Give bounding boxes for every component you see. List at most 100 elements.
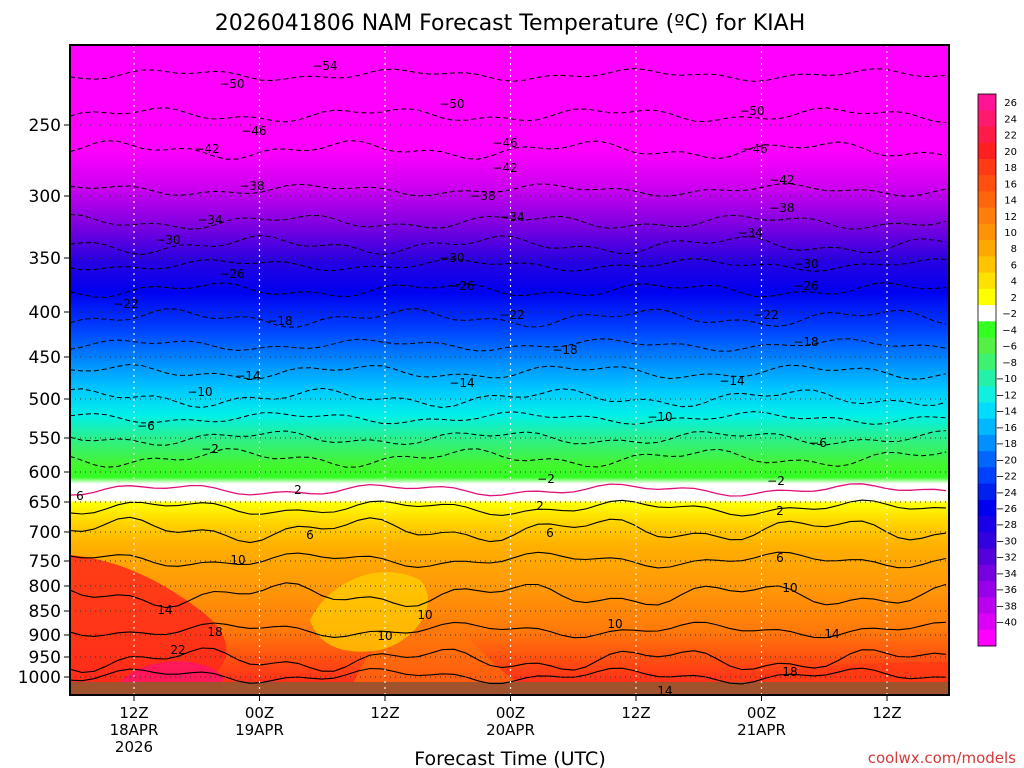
y-axis: 250 300 350 400 450 500 550 600 650 700 750 800 850 9… — [18, 116, 70, 688]
contour-label: −6 — [137, 419, 155, 433]
ground-strip — [70, 682, 949, 695]
colorbar-label: −4 — [1002, 325, 1017, 336]
plot-frame — [69, 44, 950, 696]
contour-label: −38 — [470, 189, 495, 203]
colorbar-swatch — [978, 158, 996, 176]
contour-label: 2 — [294, 483, 302, 497]
colorbar-swatch — [978, 240, 996, 257]
colorbar-swatch — [978, 613, 996, 631]
contour-label: 22 — [170, 643, 185, 657]
colorbar-swatch — [978, 272, 996, 290]
colorbar-label: 6 — [1011, 261, 1017, 272]
negative-isotherm — [70, 338, 947, 352]
colorbar-swatch — [978, 94, 996, 111]
x-tick-label: 20APR — [486, 721, 535, 739]
contour-label: −38 — [769, 201, 794, 215]
colorbar-label: −20 — [996, 455, 1017, 466]
contour-label: −34 — [197, 213, 222, 227]
colorbar-label: −26 — [996, 504, 1017, 515]
colorbar-swatch — [978, 175, 996, 192]
colorbar-swatch — [978, 110, 996, 127]
negative-isotherm — [70, 183, 947, 197]
colorbar-label: 24 — [1004, 114, 1017, 125]
colorbar-label: 22 — [1004, 131, 1017, 142]
colorbar-label: −36 — [996, 585, 1017, 596]
colorbar-label: −10 — [996, 374, 1017, 385]
contour-lines — [70, 68, 947, 685]
negative-isotherm — [70, 68, 947, 82]
colorbar-label: −18 — [996, 439, 1017, 450]
colorbar-swatch — [978, 581, 996, 598]
contour-label: 6 — [306, 528, 314, 542]
contour-label: −26 — [449, 279, 474, 293]
colorbar-label: 16 — [1004, 179, 1017, 190]
contour-label: 10 — [782, 581, 797, 595]
colorbar-label: −30 — [996, 537, 1017, 548]
y-tick-label: 750 — [29, 552, 61, 572]
contour-label: −18 — [793, 335, 818, 349]
colorbar-swatch — [978, 256, 996, 274]
colorbar-label: −22 — [996, 472, 1017, 483]
x-axis-label: Forecast Time (UTC) — [414, 748, 605, 768]
contour-label: −34 — [499, 210, 524, 224]
colorbar-swatch — [978, 207, 996, 225]
plot-area: −54−50−50 −50−46−46 −46−42−42−42−38−38−38−… — [70, 45, 949, 695]
colorbar-swatch — [978, 126, 996, 144]
colorbar-swatch — [978, 483, 996, 501]
colorbar-label: 20 — [1004, 147, 1017, 158]
colorbar-swatch — [978, 597, 996, 615]
contour-label: 10 — [607, 617, 622, 631]
contour-label: −14 — [235, 369, 260, 383]
contour-label: 14 — [824, 627, 839, 641]
negative-isotherm — [70, 213, 947, 230]
x-tick-label: 12Z — [621, 704, 650, 722]
freezing-line — [70, 483, 947, 497]
contour-label: −46 — [241, 124, 266, 138]
contour-label: −30 — [439, 251, 464, 265]
x-tick-label: 21APR — [737, 721, 786, 739]
negative-isotherm — [70, 308, 947, 328]
colorbar-frame — [977, 93, 997, 647]
negative-isotherm — [70, 107, 947, 124]
x-tick-label: 00Z — [245, 704, 274, 722]
colorbar-label: −14 — [996, 407, 1017, 418]
colorbar-label: −34 — [996, 569, 1017, 580]
contour-label: 6 — [546, 526, 554, 540]
temperature-field — [70, 45, 949, 695]
contour-label: −2 — [767, 474, 785, 488]
contour-label: 18 — [207, 625, 222, 639]
contour-label: −22 — [753, 308, 778, 322]
colorbar-label: 18 — [1004, 163, 1017, 174]
negative-isotherm — [70, 430, 947, 446]
contour-label: −50 — [439, 97, 464, 111]
y-tick-label: 600 — [29, 463, 61, 483]
colorbar-label: −24 — [996, 488, 1017, 499]
colorbar-swatch — [978, 418, 996, 436]
contour-label: −46 — [492, 136, 517, 150]
contour-label: 6 — [76, 489, 84, 503]
colorbar-label: 26 — [1004, 98, 1017, 109]
colorbar-swatch — [978, 629, 996, 647]
contour-label: −42 — [769, 173, 794, 187]
colorbar-swatch — [978, 191, 996, 209]
negative-isotherm — [70, 140, 947, 160]
contour-label: −42 — [492, 161, 517, 175]
colorbar-swatch — [978, 288, 996, 306]
contour-label: −46 — [742, 142, 767, 156]
negative-isotherm — [70, 387, 947, 409]
y-tick-label: 850 — [29, 602, 61, 622]
x-tick-label: 00Z — [496, 704, 525, 722]
contour-label: −14 — [719, 374, 744, 388]
contour-label: −2 — [537, 472, 555, 486]
colorbar-swatch — [978, 337, 996, 355]
colorbar-label: −6 — [1002, 342, 1017, 353]
colorbar-swatch — [978, 434, 996, 452]
negative-isotherm — [70, 282, 947, 298]
positive-isotherm — [70, 647, 947, 674]
y-tick-label: 500 — [29, 390, 61, 410]
colorbar-swatch — [978, 353, 996, 371]
credit-text: coolwx.com/models — [868, 749, 1016, 767]
negative-isotherm — [70, 363, 947, 380]
positive-isotherm — [70, 621, 947, 639]
